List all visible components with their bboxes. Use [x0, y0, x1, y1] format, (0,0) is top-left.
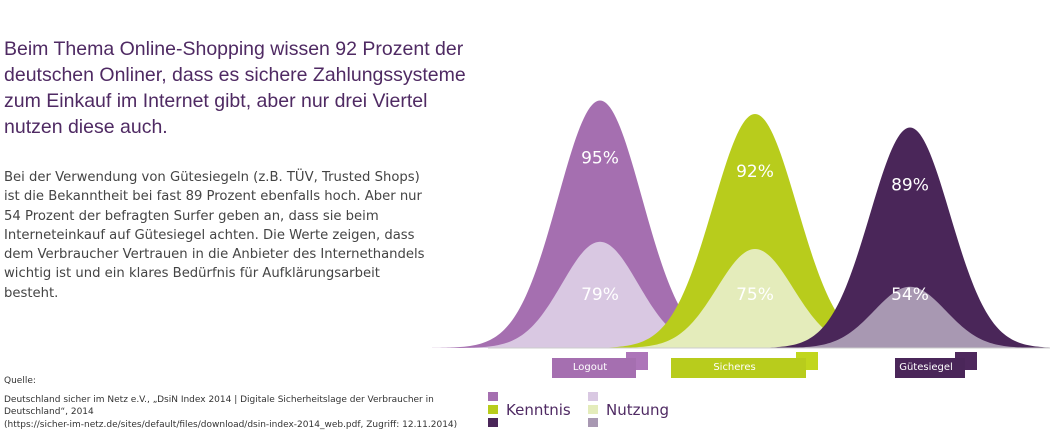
- legend-kenntnis: Kenntnis: [488, 392, 571, 427]
- legend-label-nutzung: Nutzung: [606, 400, 670, 419]
- category-label: Sicheres Zahlungssystem: [671, 358, 806, 393]
- value-label-nutzung: 54%: [891, 285, 929, 305]
- legend-label-kenntnis: Kenntnis: [506, 400, 571, 419]
- source-text: Deutschland sicher im Netz e.V., „DsiN I…: [4, 394, 434, 418]
- headline: Beim Thema Online-Shopping wissen 92 Pro…: [4, 38, 466, 138]
- source: Quelle: Deutschland sicher im Netz e.V.,…: [4, 375, 464, 431]
- source-label: Quelle:: [4, 376, 36, 386]
- value-label-nutzung: 75%: [736, 285, 774, 305]
- source-url: (https://sicher-im-netz.de/sites/default…: [4, 419, 458, 430]
- value-label-kenntnis: 92%: [736, 162, 774, 182]
- value-label-kenntnis: 89%: [891, 176, 929, 196]
- legend-swatches-nutzung: [588, 392, 598, 427]
- bell-nutzung: [766, 286, 1050, 348]
- category-label: Logout: [552, 358, 636, 378]
- bell-kenntnis: [587, 114, 923, 348]
- category-label: Gütesiegel: [895, 358, 965, 378]
- bell-kenntnis: [750, 127, 1050, 348]
- body-text: Bei der Verwendung von Gütesiegeln (z.B.…: [4, 170, 425, 301]
- legend-nutzung: Nutzung: [588, 392, 669, 427]
- value-label-nutzung: 79%: [581, 285, 619, 305]
- value-label-kenntnis: 95%: [581, 149, 619, 169]
- legend-swatches-kenntnis: [488, 392, 498, 427]
- bell-nutzung: [603, 249, 907, 348]
- bell-kenntnis: [432, 100, 768, 348]
- bell-nutzung: [448, 241, 752, 348]
